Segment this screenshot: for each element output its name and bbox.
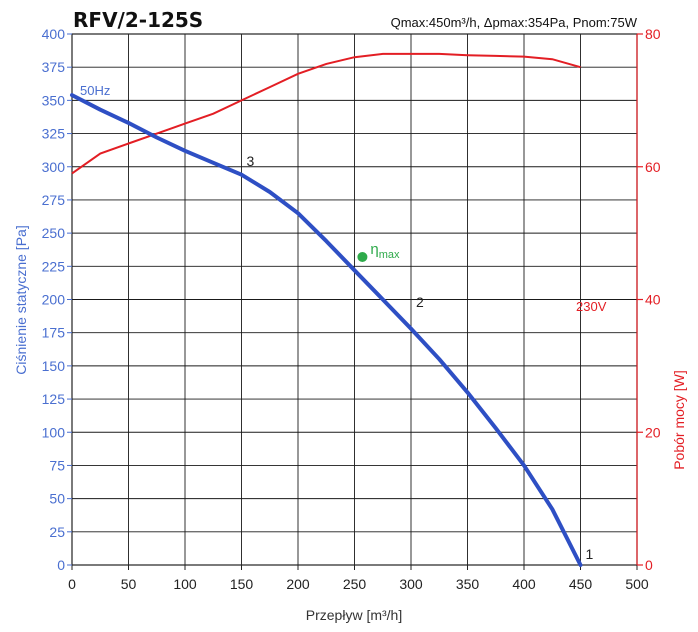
y-right-tick-label: 60: [645, 159, 661, 175]
y-left-tick-label: 400: [42, 26, 66, 42]
y-right-tick-label: 80: [645, 26, 661, 42]
y-left-tick-label: 250: [42, 225, 66, 241]
y-left-tick-label: 150: [42, 358, 66, 374]
x-tick-label: 200: [286, 576, 310, 592]
y-left-tick-label: 225: [42, 258, 66, 274]
eta-max-marker: [357, 252, 368, 263]
operating-points: 1 2 3: [247, 153, 594, 562]
x-tick-label: 350: [456, 576, 480, 592]
operating-point-label: 2: [416, 294, 424, 310]
chart-subtitle: Qmax:450m³/h, Δpmax:354Pa, Pnom:75W: [391, 15, 638, 30]
operating-point-label: 1: [586, 546, 594, 562]
power-curve-230v: [71, 52, 581, 175]
y-left-tick-label: 275: [42, 192, 66, 208]
y-left-tick-label: 50: [49, 491, 65, 507]
x-tick-label: 50: [121, 576, 137, 592]
x-axis-ticks: 0 50 100 150 200 250 300 350 400 450 500: [68, 565, 649, 592]
pressure-curve-50hz: [70, 93, 583, 567]
x-axis-label: Przepływ [m³/h]: [306, 607, 402, 623]
operating-point-label: 3: [247, 153, 255, 169]
chart-title: RFV/2-125S: [73, 8, 203, 32]
x-tick-label: 450: [569, 576, 593, 592]
x-tick-label: 500: [625, 576, 649, 592]
y-left-tick-label: 300: [42, 159, 66, 175]
y-left-tick-label: 350: [42, 92, 66, 108]
eta-max-label: ηmax: [370, 241, 400, 261]
y-right-tick-label: 0: [645, 557, 653, 573]
x-tick-label: 100: [173, 576, 197, 592]
x-tick-label: 300: [399, 576, 423, 592]
y-left-tick-label: 75: [49, 457, 65, 473]
y-left-tick-label: 100: [42, 424, 66, 440]
y-left-tick-label: 0: [57, 557, 65, 573]
y-left-tick-label: 25: [49, 524, 65, 540]
y-left-tick-label: 200: [42, 292, 66, 308]
y-right-tick-label: 40: [645, 292, 661, 308]
x-tick-label: 400: [512, 576, 536, 592]
grid: [72, 34, 637, 565]
x-tick-label: 250: [343, 576, 367, 592]
x-tick-label: 150: [230, 576, 254, 592]
series-label-50hz: 50Hz: [80, 83, 110, 98]
y-left-tick-label: 175: [42, 325, 66, 341]
y-left-axis-ticks: 0 25 50 75 100 125 150 175 200 225 250 275 300 325 350…: [42, 26, 72, 573]
y-right-tick-label: 20: [645, 424, 661, 440]
series-label-230v: 230V: [576, 299, 607, 314]
y-left-axis-label: Ciśnienie statyczne [Pa]: [13, 225, 29, 374]
x-tick-label: 0: [68, 576, 76, 592]
y-right-axis-ticks: 0 20 40 60 80: [636, 26, 661, 573]
y-left-tick-label: 375: [42, 59, 66, 75]
y-left-tick-label: 125: [42, 391, 66, 407]
y-left-tick-label: 325: [42, 126, 66, 142]
y-right-axis-label: Pobór mocy [W]: [671, 370, 687, 470]
